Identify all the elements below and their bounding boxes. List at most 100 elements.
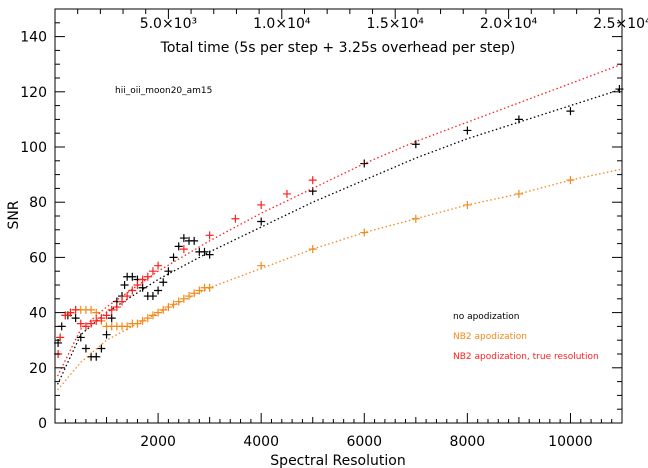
data-point-s1-24: [169, 253, 178, 262]
data-point-s1-4: [71, 314, 80, 323]
data-point-s2-27: [185, 292, 194, 301]
data-point-s1-26: [179, 234, 188, 243]
data-point-s1-20: [148, 292, 157, 301]
data-point-s3-6: [76, 319, 85, 328]
y-tick-label: 40: [29, 306, 47, 322]
data-point-s1-25: [174, 242, 183, 251]
legend-item-2: NB2 apodization: [453, 332, 527, 342]
data-point-s3-18: [138, 275, 147, 284]
data-point-s1-38: [566, 107, 575, 116]
fit-curve-3: [56, 63, 623, 377]
y-tick-label: 80: [29, 195, 47, 211]
data-point-s3-15: [123, 292, 132, 301]
x-axis-label: Spectral Resolution: [270, 453, 405, 468]
data-point-s3-4: [66, 308, 75, 317]
data-point-s3-3: [61, 311, 70, 320]
data-point-s3-12: [107, 305, 116, 314]
data-point-s1-21: [154, 286, 163, 295]
data-point-s1-8: [92, 352, 101, 361]
data-point-s1-10: [102, 330, 111, 339]
legend: no apodization NB2 apodization NB2 apodiza…: [453, 312, 599, 362]
y-axis: 0 20 40 60 80 100 120 140: [20, 22, 622, 432]
data-point-s2-15: [123, 322, 132, 331]
data-point-s2-36: [463, 200, 472, 209]
data-point-s1-16: [128, 272, 137, 281]
data-point-s1-34: [360, 159, 369, 168]
data-point-s2-29: [195, 286, 204, 295]
data-point-s2-19: [143, 314, 152, 323]
data-point-s1-32: [257, 217, 266, 226]
top-axis: 5.0×10³ 1.0×10⁴ 1.5×10⁴ 2.0×10⁴ 2.5×10⁴: [77, 9, 648, 32]
y-axis-label: SNR: [6, 200, 22, 229]
data-point-s2-18: [138, 316, 147, 325]
data-point-s3-2: [56, 333, 65, 342]
data-point-s1-36: [463, 126, 472, 135]
data-point-s2-28: [190, 289, 199, 298]
data-point-s3-7: [81, 322, 90, 331]
data-point-s1-35: [411, 140, 420, 149]
y-tick-label: 120: [20, 85, 47, 101]
y-tick-label: 0: [38, 416, 47, 432]
data-point-s3-13: [112, 303, 121, 312]
data-point-s3-8: [87, 319, 96, 328]
data-point-s2-35: [411, 214, 420, 223]
data-point-s1-30: [200, 247, 209, 256]
run-annotation: hii_oii_moon20_am15: [115, 86, 212, 96]
data-point-s3-26: [282, 189, 291, 198]
x-tick-label: 8000: [450, 434, 486, 450]
x-tick-label: 4000: [243, 434, 279, 450]
data-point-s2-37: [514, 189, 523, 198]
data-point-s3-20: [148, 267, 157, 276]
data-point-s2-25: [174, 297, 183, 306]
data-point-s3-22: [179, 245, 188, 254]
data-point-s3-23: [205, 231, 214, 240]
data-point-s3-16: [128, 286, 137, 295]
data-point-s1-14: [120, 281, 129, 289]
data-point-s3-19: [143, 272, 152, 281]
x-tick-label: 6000: [346, 434, 382, 450]
data-point-s2-32: [257, 261, 266, 270]
data-point-s2-34: [360, 228, 369, 237]
data-point-s1-5: [76, 333, 85, 342]
plot-area: [54, 63, 624, 391]
data-point-s1-28: [190, 236, 199, 245]
data-point-s3-21: [154, 261, 163, 270]
data-point-s2-17: [133, 319, 142, 328]
top-tick-label: 5.0×10³: [140, 16, 197, 32]
fit-curve-1: [56, 88, 623, 385]
x-tick-label: 10000: [548, 434, 593, 450]
data-point-s2-24: [169, 300, 178, 309]
x-axis: 2000 4000 6000 8000 10000: [64, 413, 613, 450]
data-point-s2-26: [179, 294, 188, 303]
data-point-s2-8: [87, 305, 96, 314]
data-point-s2-21: [154, 308, 163, 317]
top-tick-label: 1.5×10⁴: [366, 16, 424, 32]
top-axis-label: Total time (5s per step + 3.25s overhead…: [160, 40, 516, 56]
y-tick-label: 60: [29, 250, 47, 266]
top-tick-label: 2.0×10⁴: [480, 16, 538, 32]
y-tick-label: 20: [29, 361, 47, 377]
data-point-s3-27: [308, 176, 317, 185]
data-point-s1-6: [81, 344, 90, 353]
data-point-s3-14: [118, 297, 127, 306]
y-tick-label: 140: [20, 30, 47, 46]
data-point-s2-31: [205, 283, 214, 292]
data-point-s2-38: [566, 176, 575, 185]
data-point-s2-23: [164, 303, 173, 312]
data-point-s3-17: [133, 281, 142, 289]
top-tick-label: 1.0×10⁴: [253, 16, 311, 32]
data-point-s1-37: [514, 115, 523, 124]
data-point-s3-24: [231, 214, 240, 223]
data-point-s3-10: [97, 314, 106, 323]
data-point-s2-22: [159, 305, 168, 314]
data-point-s1-9: [97, 344, 106, 353]
data-point-s3-11: [102, 311, 111, 320]
legend-item-3: NB2 apodization, true resolution: [453, 352, 599, 362]
data-point-s3-25: [257, 200, 266, 209]
data-point-s1-23: [164, 267, 173, 276]
data-point-s2-33: [308, 245, 317, 254]
legend-item-1: no apodization: [453, 312, 520, 322]
data-point-s3-5: [71, 305, 80, 314]
data-point-s3-9: [92, 316, 101, 325]
